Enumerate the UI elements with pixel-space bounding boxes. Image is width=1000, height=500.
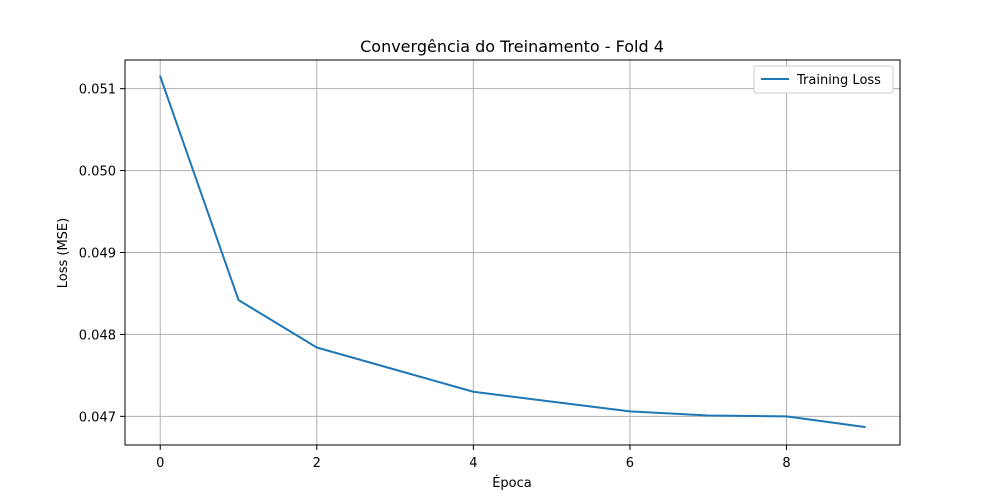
x-tick-label: 8 <box>782 456 790 471</box>
y-tick-label: 0.050 <box>79 165 116 180</box>
x-tick-label: 0 <box>156 456 164 471</box>
legend: Training Loss <box>753 65 894 94</box>
series-layer <box>159 75 866 428</box>
y-tick-label: 0.047 <box>79 410 116 425</box>
legend-box <box>753 65 894 94</box>
axes: 0 2 4 6 8 0.047 0.048 0.049 0.050 0.051 <box>79 83 791 471</box>
x-tick-label: 6 <box>626 456 634 471</box>
y-axis-label: Loss (MSE) <box>56 218 71 288</box>
y-tick-label: 0.049 <box>79 247 116 262</box>
x-axis-label: Época <box>492 475 532 491</box>
x-tick-label: 2 <box>313 456 321 471</box>
y-tick-label: 0.048 <box>79 328 116 343</box>
chart-title: Convergência do Treinamento - Fold 4 <box>360 37 664 56</box>
y-tick-label: 0.051 <box>79 83 116 98</box>
x-tick-label: 4 <box>469 456 477 471</box>
legend-label-training-loss: Training Loss <box>796 73 881 88</box>
training-loss-line <box>159 75 866 428</box>
